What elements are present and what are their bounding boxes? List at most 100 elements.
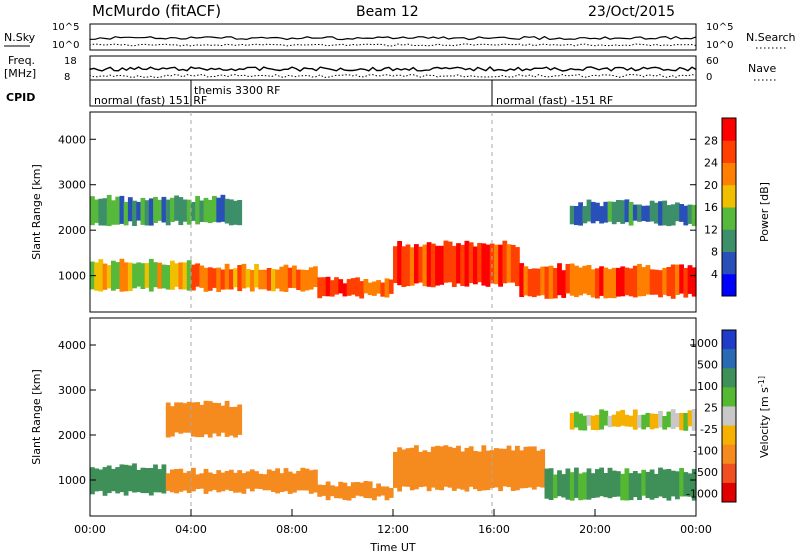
velocity-cell bbox=[228, 407, 234, 436]
velocity-cell bbox=[670, 409, 676, 429]
power-cell bbox=[380, 282, 386, 297]
power-cell bbox=[485, 244, 491, 287]
power-cell bbox=[494, 244, 499, 285]
power-cell bbox=[632, 265, 638, 298]
colorbar-tick: 24 bbox=[704, 157, 718, 170]
power-cell bbox=[498, 244, 503, 287]
power-cell bbox=[182, 199, 188, 222]
power-cell bbox=[212, 268, 217, 288]
cpid-segment-2: normal (fast) -151 RF bbox=[496, 94, 613, 107]
power-cell bbox=[203, 197, 209, 223]
velocity-cell bbox=[123, 464, 129, 496]
power-cell bbox=[359, 281, 365, 299]
power-cell bbox=[367, 282, 373, 296]
power-cell bbox=[170, 197, 175, 222]
power-cell bbox=[460, 244, 466, 286]
velocity-cell bbox=[477, 451, 482, 492]
velocity-cell bbox=[456, 445, 461, 489]
power-cell bbox=[157, 199, 163, 221]
power-cell bbox=[384, 278, 390, 298]
velocity-cell bbox=[451, 447, 457, 491]
power-frame bbox=[89, 111, 697, 313]
plot-title: McMurdo (fitACF) bbox=[92, 2, 221, 20]
power-cell bbox=[595, 202, 600, 222]
power-cell bbox=[111, 260, 116, 291]
velocity-cell bbox=[384, 486, 390, 501]
colorbar-tick: -25 bbox=[700, 423, 718, 436]
velocity-cell bbox=[637, 473, 642, 500]
power-cell bbox=[212, 195, 217, 222]
power-cell bbox=[540, 266, 546, 296]
velocity-cell bbox=[355, 482, 360, 496]
velocity-cell bbox=[111, 468, 116, 492]
power-cell bbox=[355, 277, 360, 297]
power-cell bbox=[670, 204, 676, 226]
velocity-cell bbox=[574, 411, 579, 428]
power-cell bbox=[228, 269, 234, 290]
xtick-label: 16:00 bbox=[478, 523, 510, 536]
velocity-cell bbox=[216, 470, 222, 493]
velocity-cell bbox=[266, 469, 272, 491]
power-colorbar: 4 8 12 16 20 24 28 bbox=[704, 117, 737, 297]
ytick-label: 4000 bbox=[58, 133, 86, 146]
power-cell bbox=[586, 199, 592, 222]
power-cell bbox=[207, 267, 213, 291]
power-cell bbox=[611, 267, 617, 299]
velocity-cell bbox=[641, 469, 647, 496]
power-cell bbox=[178, 197, 184, 226]
velocity-cell bbox=[258, 473, 264, 489]
velocity-cell bbox=[304, 468, 310, 491]
power-cell bbox=[477, 243, 482, 283]
power-cell bbox=[632, 204, 638, 221]
velocity-cell bbox=[136, 469, 142, 493]
power-cell bbox=[115, 196, 121, 225]
power-cell bbox=[350, 278, 356, 295]
power-cell bbox=[653, 269, 659, 295]
velocity-cell bbox=[182, 472, 188, 491]
velocity-cell bbox=[607, 467, 613, 499]
colorbar-frame bbox=[721, 117, 737, 297]
velocity-cell bbox=[325, 481, 331, 501]
power-cell bbox=[313, 266, 318, 287]
velocity-cell bbox=[165, 473, 171, 491]
freq-tick-high: 18 bbox=[64, 56, 77, 67]
velocity-cell bbox=[165, 402, 171, 438]
velocity-cell bbox=[405, 448, 411, 487]
velocity-cell bbox=[531, 446, 537, 490]
power-cell bbox=[586, 265, 592, 296]
velocity-cell bbox=[536, 450, 541, 487]
power-cell bbox=[241, 263, 247, 289]
power-cell bbox=[262, 269, 268, 290]
power-cell bbox=[679, 204, 684, 222]
velocity-cell bbox=[616, 411, 621, 427]
velocity-cell bbox=[515, 445, 520, 491]
velocity-cell bbox=[662, 416, 668, 430]
velocity-cell bbox=[679, 412, 684, 431]
velocity-heatmap bbox=[90, 400, 697, 501]
power-cell bbox=[616, 200, 621, 222]
power-cell bbox=[275, 269, 280, 289]
power-cell bbox=[132, 263, 137, 289]
ytick-label: 1000 bbox=[58, 474, 86, 487]
power-cell bbox=[102, 198, 108, 226]
power-cell bbox=[666, 205, 672, 227]
velocity-cell bbox=[283, 468, 289, 492]
power-cell bbox=[132, 200, 137, 226]
xtick-label: 20:00 bbox=[579, 523, 611, 536]
velocity-cell bbox=[170, 406, 175, 437]
velocity-cell bbox=[565, 468, 571, 500]
power-cell bbox=[599, 206, 604, 224]
power-cell bbox=[237, 200, 243, 226]
power-cell bbox=[599, 266, 604, 296]
power-cell bbox=[123, 262, 129, 292]
freq-unit: [MHz] bbox=[4, 67, 36, 80]
velocity-cell bbox=[317, 484, 323, 497]
power-cell bbox=[687, 204, 693, 224]
velocity-cell bbox=[658, 467, 663, 497]
count-tick-low: 10^0 bbox=[52, 40, 79, 51]
velocity-cell bbox=[191, 467, 196, 492]
power-cell bbox=[552, 268, 558, 299]
velocity-cell bbox=[670, 470, 676, 497]
power-cell bbox=[519, 263, 525, 297]
power-cell bbox=[502, 240, 508, 284]
